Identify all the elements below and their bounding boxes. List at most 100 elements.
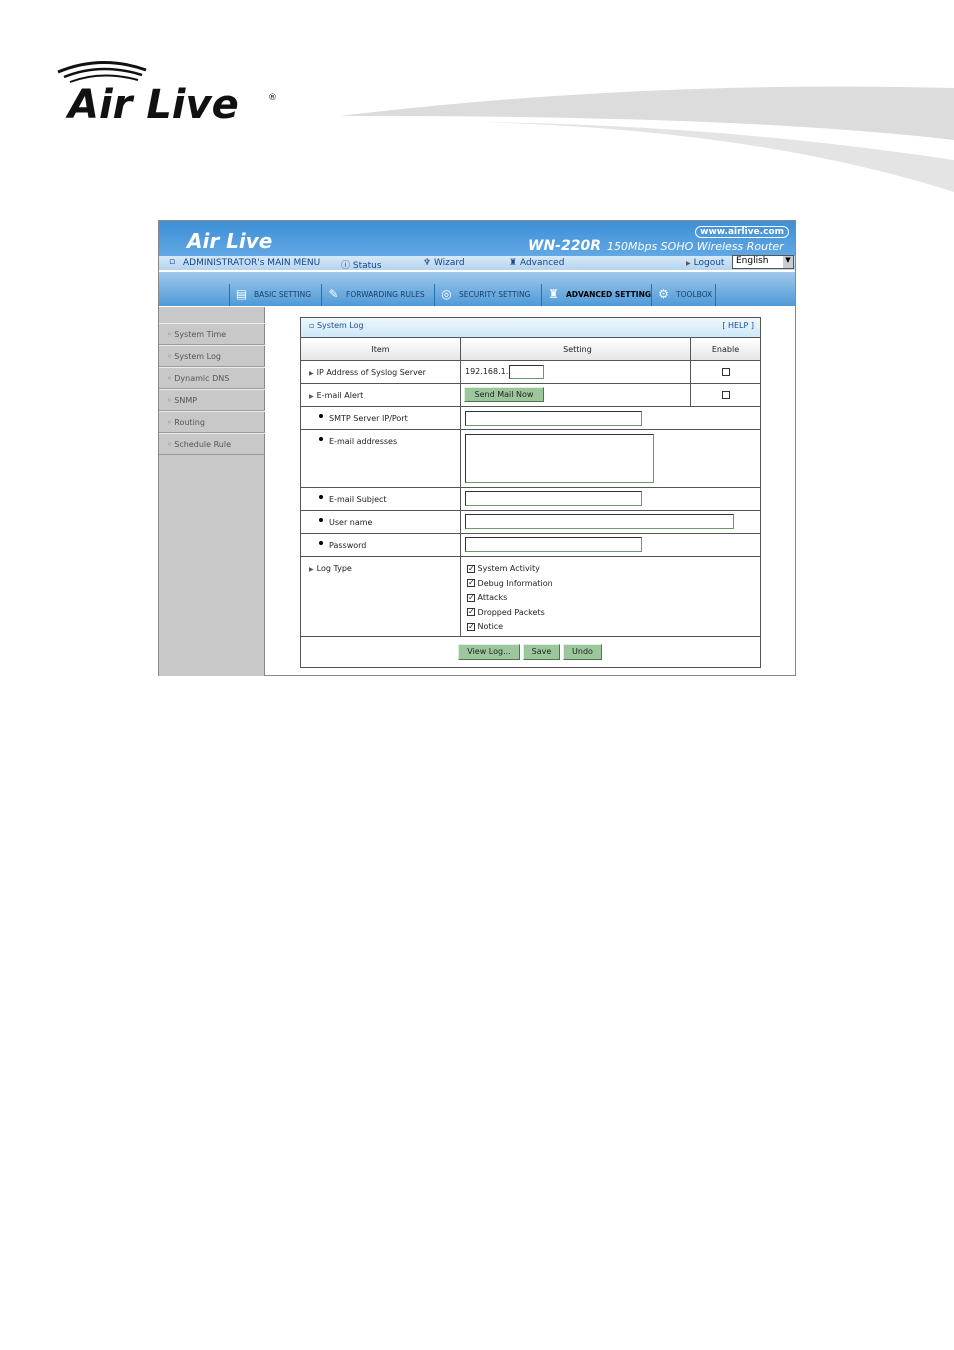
sidebar-item-system-log[interactable]: ◦ System Log — [159, 345, 265, 367]
label-text: IP Address of Syslog Server — [316, 368, 426, 377]
label-text: User name — [329, 518, 373, 527]
save-button[interactable]: Save — [523, 644, 560, 660]
bullet-icon — [319, 518, 323, 522]
tab-label: SECURITY SETTING — [459, 290, 531, 299]
option-label: Dropped Packets — [477, 607, 545, 617]
router-admin-screenshot: Air Live www.airlive.com WN-220R 150Mbps… — [158, 220, 796, 676]
smtp-input[interactable] — [465, 411, 642, 426]
ip-last-octet-input[interactable] — [509, 365, 544, 379]
ip-label: ▶ IP Address of Syslog Server — [301, 361, 461, 383]
header-banner: Air Live www.airlive.com WN-220R 150Mbps… — [159, 221, 795, 256]
forwarding-icon: ✎ — [328, 287, 339, 301]
sidebar-item-routing[interactable]: ◦ Routing — [159, 411, 265, 433]
model-desc: 150Mbps SOHO Wireless Router — [607, 240, 784, 253]
log-type-debug-information[interactable]: ✓ Debug Information — [467, 577, 690, 592]
sidebar: ◦ System Time ◦ System Log ◦ Dynamic DNS… — [159, 307, 265, 676]
col-item: Item — [301, 338, 461, 360]
password-label: Password — [301, 534, 461, 556]
email-enable-checkbox[interactable] — [722, 391, 730, 399]
table-row: User name — [301, 511, 760, 534]
sidebar-item-schedule-rule[interactable]: ◦ Schedule Rule — [159, 433, 265, 455]
log-type-system-activity[interactable]: ✓ System Activity — [467, 562, 690, 577]
email-subject-input[interactable] — [465, 491, 642, 506]
arrow-icon: ▶ — [309, 393, 314, 400]
language-value: English — [736, 256, 769, 266]
table-row: Password — [301, 534, 760, 557]
checkbox-checked[interactable]: ✓ — [467, 592, 475, 602]
table-row: ▶ IP Address of Syslog Server 192.168.1. — [301, 361, 760, 384]
language-select[interactable]: English ▼ — [732, 255, 794, 269]
checkbox-checked[interactable]: ✓ — [467, 563, 475, 573]
advanced-setting-icon: ♜ — [548, 287, 559, 301]
wizard-link[interactable]: ♆ Wizard — [423, 258, 465, 268]
table-row: E-mail Subject — [301, 488, 760, 511]
log-type-options: ✓ System Activity ✓ Debug Information ✓ … — [461, 557, 690, 636]
wizard-label: Wizard — [433, 258, 465, 268]
arrow-icon: ▶ — [686, 260, 691, 267]
column-headers: Item Setting Enable — [301, 338, 760, 361]
col-enable: Enable — [690, 338, 760, 360]
sidebar-item-dynamic-dns[interactable]: ◦ Dynamic DNS — [159, 367, 265, 389]
option-label: Attacks — [477, 593, 508, 602]
top-nav: ▫ ADMINISTRATOR's MAIN MENU ⓘ Status ♆ W… — [159, 255, 795, 271]
view-log-button[interactable]: View Log... — [458, 644, 520, 660]
main-menu-link[interactable]: ADMINISTRATOR's MAIN MENU — [183, 258, 321, 268]
help-link[interactable]: [ HELP ] — [722, 321, 754, 330]
arrow-icon: ▶ — [309, 370, 314, 377]
table-row: SMTP Server IP/Port — [301, 407, 760, 430]
tab-advanced-setting[interactable]: ♜ ADVANCED SETTING — [541, 284, 654, 306]
send-mail-now-button[interactable]: Send Mail Now — [464, 387, 544, 402]
svg-text:®: ® — [268, 93, 277, 103]
addresses-label: E-mail addresses — [301, 430, 461, 487]
tab-basic-setting[interactable]: ▤ BASIC SETTING — [229, 284, 314, 306]
option-label: System Activity — [477, 564, 540, 573]
table-row: E-mail addresses — [301, 430, 760, 488]
col-setting: Setting — [563, 345, 592, 354]
undo-button[interactable]: Undo — [563, 644, 602, 660]
log-type-attacks[interactable]: ✓ Attacks — [467, 591, 690, 606]
logout-link[interactable]: ▶ Logout — [686, 258, 724, 268]
ip-enable-checkbox[interactable] — [722, 368, 730, 376]
username-input[interactable] — [465, 514, 734, 529]
menu-icon: ▫ — [169, 257, 176, 267]
checkbox-checked[interactable]: ✓ — [467, 607, 475, 616]
toolbox-icon: ⚙ — [658, 287, 669, 301]
sidebar-item-snmp[interactable]: ◦ SNMP — [159, 389, 265, 411]
email-addresses-textarea[interactable] — [465, 434, 654, 483]
airlive-logo: Air Live ® — [57, 61, 277, 124]
status-icon: ⓘ — [341, 261, 351, 271]
checkbox-checked[interactable]: ✓ — [467, 578, 475, 587]
tab-security-setting[interactable]: ◎ SECURITY SETTING — [434, 284, 533, 306]
bullet-icon — [319, 495, 323, 499]
option-label: Notice — [477, 622, 504, 631]
password-input[interactable] — [465, 537, 642, 552]
log-type-notice[interactable]: ✓ Notice — [467, 620, 690, 635]
subject-label: E-mail Subject — [301, 488, 461, 510]
checkbox-checked[interactable]: ✓ — [467, 621, 475, 631]
sidebar-item-system-time[interactable]: ◦ System Time — [159, 323, 265, 345]
bullet-icon — [319, 541, 323, 545]
label-text: Password — [329, 541, 367, 550]
advanced-icon: ♜ — [509, 258, 518, 268]
tab-toolbox[interactable]: ⚙ TOOLBOX — [651, 284, 717, 306]
system-log-form: ▫ System Log [ HELP ] Item Setting Enabl… — [300, 317, 761, 668]
table-row: ▶ E-mail Alert Send Mail Now — [301, 384, 760, 407]
status-link[interactable]: ⓘ Status — [341, 258, 382, 271]
bullet-icon — [319, 437, 323, 441]
sidebar-item-label: System Time — [174, 330, 227, 339]
tab-label: FORWARDING RULES — [346, 290, 425, 299]
log-type-dropped-packets[interactable]: ✓ Dropped Packets — [467, 606, 690, 621]
tab-label: ADVANCED SETTING — [566, 290, 652, 299]
sidebar-item-label: Dynamic DNS — [174, 374, 230, 383]
advanced-link[interactable]: ♜ Advanced — [509, 258, 564, 268]
tab-bar: ▤ BASIC SETTING ✎ FORWARDING RULES ◎ SECURI… — [159, 271, 795, 306]
label-text: SMTP Server IP/Port — [329, 414, 408, 423]
bullet-icon — [319, 414, 323, 418]
table-row: ▶ Log Type ✓ System Activity ✓ Debug Info… — [301, 557, 760, 637]
arrow-icon: ▶ — [309, 566, 314, 573]
label-text: E-mail Alert — [316, 391, 364, 400]
website-link[interactable]: www.airlive.com — [695, 226, 789, 238]
panel-icon: ▫ — [309, 321, 315, 330]
panel-title: System Log — [316, 321, 364, 330]
tab-forwarding-rules[interactable]: ✎ FORWARDING RULES — [321, 284, 428, 306]
